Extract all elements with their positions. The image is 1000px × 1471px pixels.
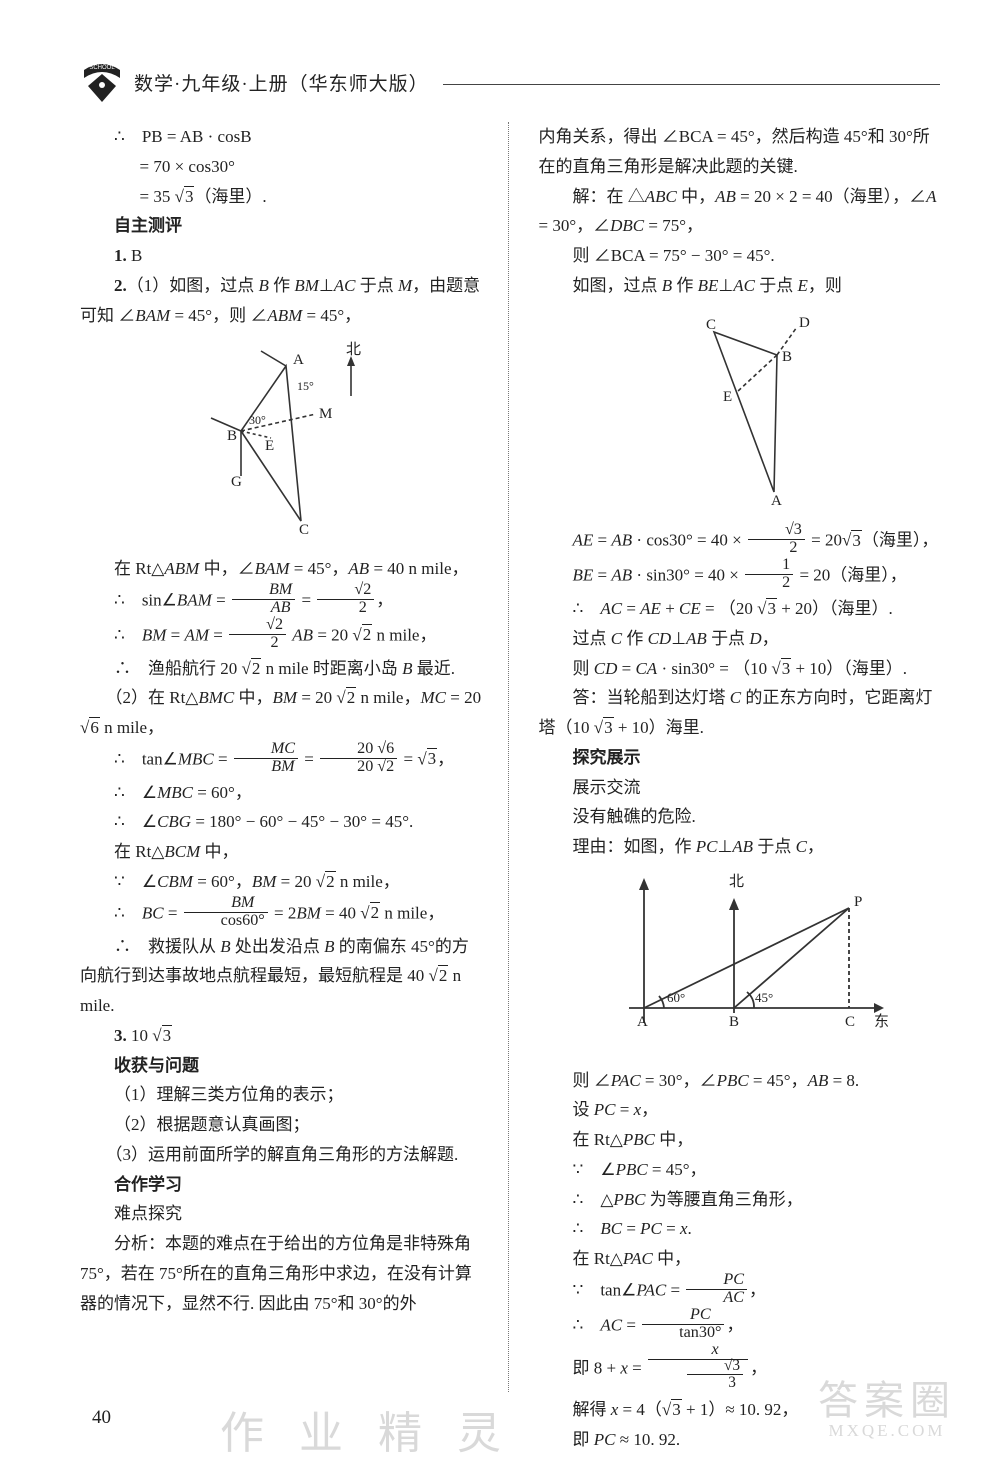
text-line: 内角关系，得出 ∠BCA = 45°，然后构造 45°和 30°所在的直角三角形… — [539, 122, 941, 182]
svg-text:北: 北 — [346, 341, 361, 358]
text-line: 展示交流 — [539, 773, 941, 803]
text-line: ∴ PB = AB · cosB — [80, 122, 482, 152]
text-line: 自主测评 — [80, 211, 482, 241]
text-line: 即 8 + x = x√33， — [539, 1344, 941, 1395]
svg-text:M: M — [319, 406, 332, 422]
text-line: ∴ BM = AM = √22 AB = 20 √2 n mile， — [80, 619, 482, 654]
text-line: 3. 10 √3 — [80, 1021, 482, 1051]
svg-text:C: C — [706, 317, 716, 333]
svg-text:北: 北 — [729, 873, 744, 890]
text-line: 在 Rt△PBC 中， — [539, 1125, 941, 1155]
header-rule — [443, 84, 940, 85]
svg-text:45°: 45° — [755, 990, 773, 1005]
figure-fig3: 北 东 A B C P 60° 45° — [539, 868, 941, 1058]
text-line: BE = AB · sin30° = 40 × 12 = 20（海里）， — [539, 559, 941, 594]
svg-text:60°: 60° — [667, 990, 685, 1005]
text-line: ∴ BC = BMcos60° = 2BM = 40 √2 n mile， — [80, 897, 482, 932]
text-line: AE = AB · cos30° = 40 × √32 = 20√3（海里）， — [539, 524, 941, 559]
text-line: （2）根据题意认真画图； — [80, 1110, 482, 1140]
page-number: 40 — [92, 1407, 111, 1429]
figure-fig1: A B C M E G 北 30° 15° — [80, 336, 482, 546]
text-line: 在 Rt△PAC 中， — [539, 1244, 941, 1274]
header-title: 数学·九年级·上册（华东师大版） — [134, 69, 429, 96]
text-line: ∴ 救援队从 B 处出发沿点 B 的南偏东 45°的方向航行到达事故地点航程最短… — [80, 932, 482, 1021]
text-line: ∴ sin∠BAM = BMAB = √22， — [80, 584, 482, 619]
text-line: （2）在 Rt△BMC 中，BM = 20 √2 n mile，MC = 20 … — [80, 683, 482, 743]
school-badge-icon: SCHOOL — [80, 60, 124, 104]
text-line: ∴ tan∠MBC = MCBM = 20 √620 √2 = √3， — [80, 743, 482, 778]
text-line: ∴ BC = PC = x. — [539, 1214, 941, 1244]
svg-text:P: P — [854, 894, 862, 910]
text-line: 设 PC = x， — [539, 1095, 941, 1125]
svg-text:C: C — [299, 522, 309, 536]
svg-text:A: A — [293, 352, 304, 368]
text-line: （1）理解三类方位角的表示； — [80, 1080, 482, 1110]
svg-text:B: B — [227, 428, 237, 444]
text-line: 没有触礁的危险. — [539, 802, 941, 832]
svg-text:D: D — [799, 315, 810, 331]
text-line: 在 Rt△ABM 中，∠BAM = 45°，AB = 40 n mile， — [80, 554, 482, 584]
watermark-left: 作 业 精 灵 — [220, 1397, 513, 1461]
text-line: 则 ∠PAC = 30°，∠PBC = 45°，AB = 8. — [539, 1066, 941, 1096]
text-line: ∴ AC = PCtan30°， — [539, 1309, 941, 1344]
svg-text:B: B — [729, 1014, 739, 1030]
svg-text:30°: 30° — [249, 413, 266, 427]
content-columns: ∴ PB = AB · cosB= 70 × cos30°= 35 √3（海里）… — [80, 122, 940, 1392]
text-line: 如图，过点 B 作 BE⊥AC 于点 E，则 — [539, 271, 941, 301]
text-line: 则 ∠BCA = 75° − 30° = 45°. — [539, 241, 941, 271]
text-line: ∵ tan∠PAC = PCAC， — [539, 1274, 941, 1309]
text-line: 在 Rt△BCM 中， — [80, 837, 482, 867]
text-line: ∴ ∠MBC = 60°， — [80, 778, 482, 808]
svg-text:A: A — [771, 493, 782, 507]
svg-text:SCHOOL: SCHOOL — [89, 65, 115, 71]
text-line: 解得 x = 4（√3 + 1）≈ 10. 92， — [539, 1395, 941, 1425]
text-line: ∴ ∠CBG = 180° − 60° − 45° − 30° = 45°. — [80, 807, 482, 837]
text-line: = 35 √3（海里）. — [80, 182, 482, 212]
svg-text:东: 东 — [874, 1013, 889, 1030]
text-line: 收获与问题 — [80, 1051, 482, 1081]
svg-text:C: C — [845, 1014, 855, 1030]
svg-text:E: E — [265, 438, 274, 454]
text-line: 答：当轮船到达灯塔 C 的正东方向时，它距离灯塔（10 √3 + 10）海里. — [539, 683, 941, 743]
page: SCHOOL 数学·九年级·上册（华东师大版） ∴ PB = AB · cosB… — [0, 0, 1000, 1471]
column-divider — [508, 122, 509, 1392]
text-line: 合作学习 — [80, 1170, 482, 1200]
text-line: 理由：如图，作 PC⊥AB 于点 C， — [539, 832, 941, 862]
svg-text:A: A — [637, 1014, 648, 1030]
text-line: 则 CD = CA · sin30° = （10 √3 + 10）（海里）. — [539, 654, 941, 684]
text-line: ∴ △PBC 为等腰直角三角形， — [539, 1185, 941, 1215]
text-line: 分析：本题的难点在于给出的方位角是非特殊角 75°，若在 75°所在的直角三角形… — [80, 1229, 482, 1318]
text-line: ∴ AC = AE + CE = （20 √3 + 20）（海里）. — [539, 594, 941, 624]
figure-fig2: C D B E A — [539, 307, 941, 517]
text-line: （3）运用前面所学的解直角三角形的方法解题. — [80, 1140, 482, 1170]
text-line: 2.（1）如图，过点 B 作 BM⊥AC 于点 M，由题意可知 ∠BAM = 4… — [80, 271, 482, 331]
text-line: 探究展示 — [539, 743, 941, 773]
text-line: = 70 × cos30° — [80, 152, 482, 182]
text-line: ∵ ∠CBM = 60°，BM = 20 √2 n mile， — [80, 867, 482, 897]
text-line: 过点 C 作 CD⊥AB 于点 D， — [539, 624, 941, 654]
svg-text:15°: 15° — [297, 379, 314, 393]
svg-text:B: B — [782, 349, 792, 365]
page-header: SCHOOL 数学·九年级·上册（华东师大版） — [80, 60, 940, 104]
text-line: ∵ ∠PBC = 45°， — [539, 1155, 941, 1185]
svg-text:G: G — [231, 474, 242, 490]
left-column: ∴ PB = AB · cosB= 70 × cos30°= 35 √3（海里）… — [80, 122, 492, 1392]
svg-text:E: E — [723, 389, 732, 405]
text-line: 1. B — [80, 241, 482, 271]
text-line: ∴ 渔船航行 20 √2 n mile 时距离小岛 B 最近. — [80, 654, 482, 684]
right-column: 内角关系，得出 ∠BCA = 45°，然后构造 45°和 30°所在的直角三角形… — [525, 122, 941, 1392]
text-line: 解：在 △ABC 中，AB = 20 × 2 = 40（海里），∠A = 30°… — [539, 182, 941, 242]
text-line: 难点探究 — [80, 1199, 482, 1229]
text-line: 即 PC ≈ 10. 92. — [539, 1425, 941, 1455]
